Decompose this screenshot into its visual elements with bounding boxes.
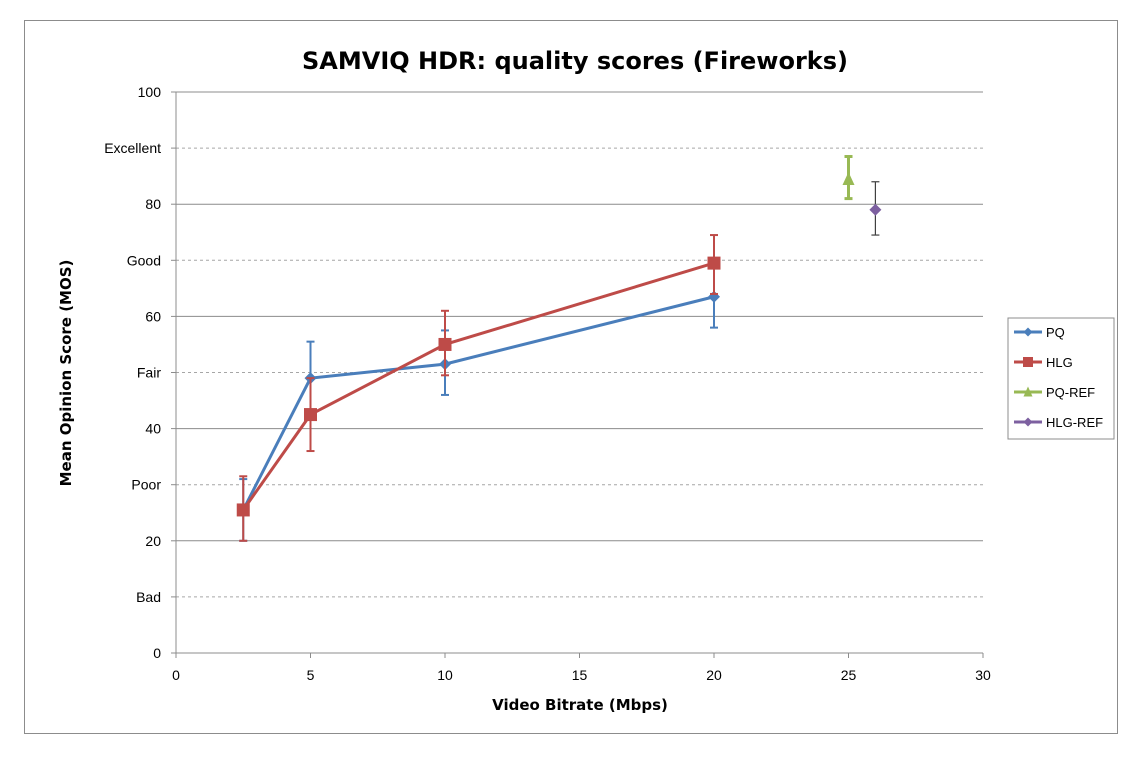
y-tick-label: 20 (145, 533, 161, 549)
series-pq-ref (842, 155, 855, 201)
series-hlg (236, 234, 721, 542)
y-tick-label: Excellent (104, 140, 161, 156)
y-tick-label: 40 (145, 421, 161, 437)
data-point (438, 337, 452, 351)
data-point (1023, 327, 1033, 337)
series-line (241, 295, 715, 511)
legend-label: HLG (1046, 355, 1073, 370)
legend-entry-hlg-ref: HLG-REF (1014, 415, 1103, 430)
data-point (707, 256, 721, 270)
grid-lines (171, 91, 984, 658)
x-axis-title: Video Bitrate (Mbps) (492, 696, 668, 714)
data-point (1023, 357, 1033, 367)
data-point (842, 171, 855, 185)
y-tick-label: Good (127, 252, 161, 268)
legend-label: PQ-REF (1046, 385, 1095, 400)
data-point (1023, 386, 1033, 397)
x-tick-label: 20 (706, 667, 722, 683)
legend-box (1007, 317, 1115, 440)
legend-label: HLG-REF (1046, 415, 1103, 430)
legend-entry-hlg: HLG (1014, 355, 1073, 370)
legend-entry-pq: PQ (1014, 325, 1065, 340)
x-tick-label: 0 (172, 667, 180, 683)
y-tick-label: 60 (145, 308, 161, 324)
chart-frame: SAMVIQ HDR: quality scores (Fireworks) 0… (24, 20, 1118, 734)
x-tick-label: 30 (975, 667, 991, 683)
data-point (236, 503, 250, 517)
legend: PQ HLG PQ-REF HLG-REF (1007, 317, 1115, 440)
y-tick-label: 100 (138, 84, 162, 100)
y-tick-label: 80 (145, 196, 161, 212)
series-hlg-ref (869, 181, 882, 236)
plot-series (236, 155, 882, 542)
y-tick-label: Poor (131, 477, 161, 493)
data-point (869, 203, 882, 216)
x-tick-label: 10 (437, 667, 453, 683)
x-tick-labels: 0 5 10 15 20 25 30 (172, 667, 991, 683)
x-tick-label: 25 (841, 667, 857, 683)
data-point (1023, 417, 1033, 427)
x-tick-label: 15 (572, 667, 588, 683)
y-tick-label: Fair (137, 365, 161, 381)
chart-title: SAMVIQ HDR: quality scores (Fireworks) (302, 47, 848, 75)
y-tick-labels: 0 Bad 20 Poor 40 Fair 60 Good 80 Excellent 100 (104, 84, 161, 661)
legend-label: PQ (1046, 325, 1065, 340)
y-tick-label: Bad (136, 589, 161, 605)
legend-entry-pq-ref: PQ-REF (1014, 385, 1095, 400)
chart-svg: SAMVIQ HDR: quality scores (Fireworks) 0… (57, 47, 1115, 714)
series-line (242, 261, 715, 511)
y-axis-title: Mean Opinion Score (MOS) (57, 260, 75, 487)
x-tick-label: 5 (307, 667, 315, 683)
y-tick-label: 0 (153, 645, 161, 661)
data-point (304, 408, 317, 422)
